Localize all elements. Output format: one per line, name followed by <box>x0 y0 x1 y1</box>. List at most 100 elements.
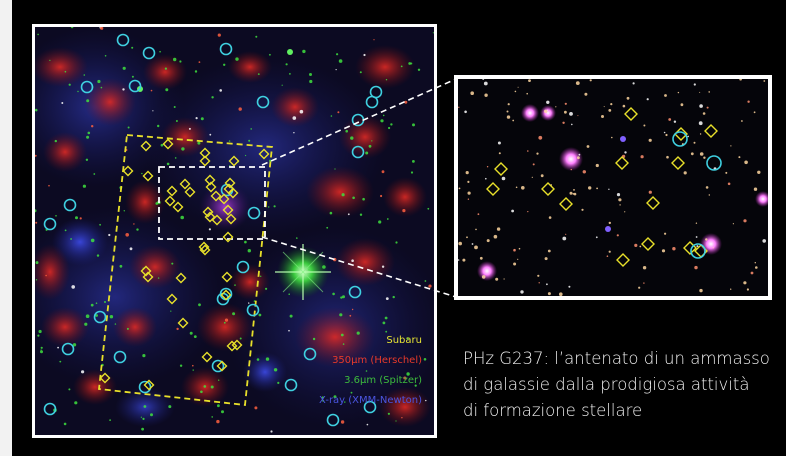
candidate-diamond <box>226 340 238 352</box>
inset-galaxy-dot <box>547 292 551 296</box>
inset-galaxy-dot <box>699 91 701 93</box>
speckle-dot <box>404 100 408 104</box>
wavelength-legend: Subaru 350μm (Herschel) 3.6μm (Spitzer) … <box>319 331 422 411</box>
inset-galaxy-dot <box>622 104 626 108</box>
inset-galaxy-dot <box>465 171 469 175</box>
speckle-dot <box>131 75 134 78</box>
speckle-dot <box>281 84 283 86</box>
speckle-dot <box>193 335 197 338</box>
speckle-dot <box>141 172 143 175</box>
candidate-diamond <box>142 170 154 182</box>
inset-galaxy-dot <box>588 186 592 190</box>
inset-candidate-diamond <box>541 182 555 196</box>
inset-galaxy-dot <box>744 160 748 165</box>
candidate-diamond <box>221 271 233 283</box>
speckle-dot <box>35 154 37 157</box>
inset-galaxy-dot <box>471 243 474 245</box>
speckle-dot <box>349 314 352 317</box>
overdensity-region-outline <box>98 134 273 406</box>
cluster-member-circle <box>116 33 130 47</box>
speckle-dot <box>232 312 236 316</box>
inset-galaxy-dot <box>497 141 501 145</box>
inset-galaxy-dot <box>483 81 488 86</box>
speckle-dot <box>152 110 154 112</box>
speckle-dot <box>345 129 349 133</box>
speckle-dot <box>109 419 111 421</box>
inset-background <box>458 79 768 296</box>
cluster-member-circle <box>128 79 142 93</box>
speckle-dot <box>342 295 345 299</box>
speckle-dot <box>371 140 373 142</box>
speckle-dot <box>64 70 67 73</box>
inset-galaxy-dot <box>458 241 462 246</box>
inset-galaxy-dot <box>668 118 672 121</box>
speckle-dot <box>131 46 134 49</box>
speckle-dot <box>330 115 333 117</box>
speckle-dot <box>166 162 170 166</box>
speckle-dot <box>270 430 273 433</box>
inset-galaxy-dot <box>741 120 743 122</box>
caption-line-2: di galassie dalla prodigiosa attività <box>463 375 750 394</box>
inset-galaxy-dot <box>520 290 524 294</box>
inset-galaxy-dot <box>608 250 611 253</box>
speckle-dot <box>55 215 57 217</box>
inset-galaxy-dot <box>746 288 749 291</box>
inset-galaxy-dot <box>601 115 604 118</box>
speckle-dot <box>381 170 385 174</box>
inset-galaxy-dot <box>712 247 714 249</box>
speckle-dot <box>235 57 239 61</box>
cluster-member-circle <box>284 378 298 392</box>
inset-galaxy-dot <box>661 249 666 253</box>
speckle-dot <box>432 32 434 34</box>
inset-candidate-diamond <box>624 107 638 121</box>
speckle-dot <box>228 140 231 142</box>
speckle-dot <box>385 79 388 81</box>
speckle-dot <box>159 50 161 53</box>
cluster-member-circle <box>247 206 261 220</box>
speckle-dot <box>49 59 51 62</box>
inset-galaxy-dot <box>762 239 766 243</box>
inset-galaxy-dot <box>538 135 543 140</box>
inset-galaxy-dot <box>568 285 571 288</box>
speckle-dot <box>83 74 86 76</box>
speckle-dot <box>340 333 344 337</box>
speckle-dot <box>122 66 126 70</box>
speckle-dot <box>68 83 71 86</box>
inset-galaxy-dot <box>493 234 498 239</box>
inset-galaxy-dot <box>648 190 652 194</box>
speckle-dot <box>382 114 385 117</box>
inset-galaxy-dot <box>495 277 499 281</box>
speckle-dot <box>288 293 290 296</box>
speckle-dot <box>198 303 201 307</box>
speckle-dot <box>368 144 372 148</box>
speckle-dot <box>97 79 101 84</box>
speckle-dot <box>136 228 139 231</box>
candidate-diamond <box>166 293 178 305</box>
candidate-diamond <box>227 187 239 199</box>
cluster-member-circle <box>246 303 260 317</box>
speckle-dot <box>382 321 386 325</box>
speckle-dot <box>321 396 324 399</box>
speckle-dot <box>48 184 50 187</box>
inset-galaxy-dot <box>696 245 699 248</box>
speckle-dot <box>221 410 224 414</box>
speckle-dot <box>129 247 133 251</box>
candidate-diamond <box>199 155 211 167</box>
inset-galaxy-dot <box>672 247 676 251</box>
speckle-dot <box>86 99 90 103</box>
candidate-diamond <box>205 181 217 193</box>
inset-galaxy-dot <box>546 109 548 111</box>
legend-item-spitzer: 3.6μm (Spitzer) <box>344 375 422 386</box>
candidate-diamond <box>166 185 178 197</box>
inset-galaxy-dot <box>643 282 645 284</box>
inset-galaxy-dot <box>699 288 703 293</box>
speckle-dot <box>339 313 343 317</box>
cluster-member-circle <box>211 359 225 373</box>
legend-item-herschel: 350μm (Herschel) <box>332 355 422 366</box>
candidate-diamond <box>228 155 240 167</box>
speckle-dot <box>224 318 229 322</box>
inset-galaxy-dot <box>694 265 698 270</box>
speckle-dot <box>248 302 250 304</box>
inset-galaxy-dot <box>616 193 621 197</box>
speckle-dot <box>70 27 74 29</box>
